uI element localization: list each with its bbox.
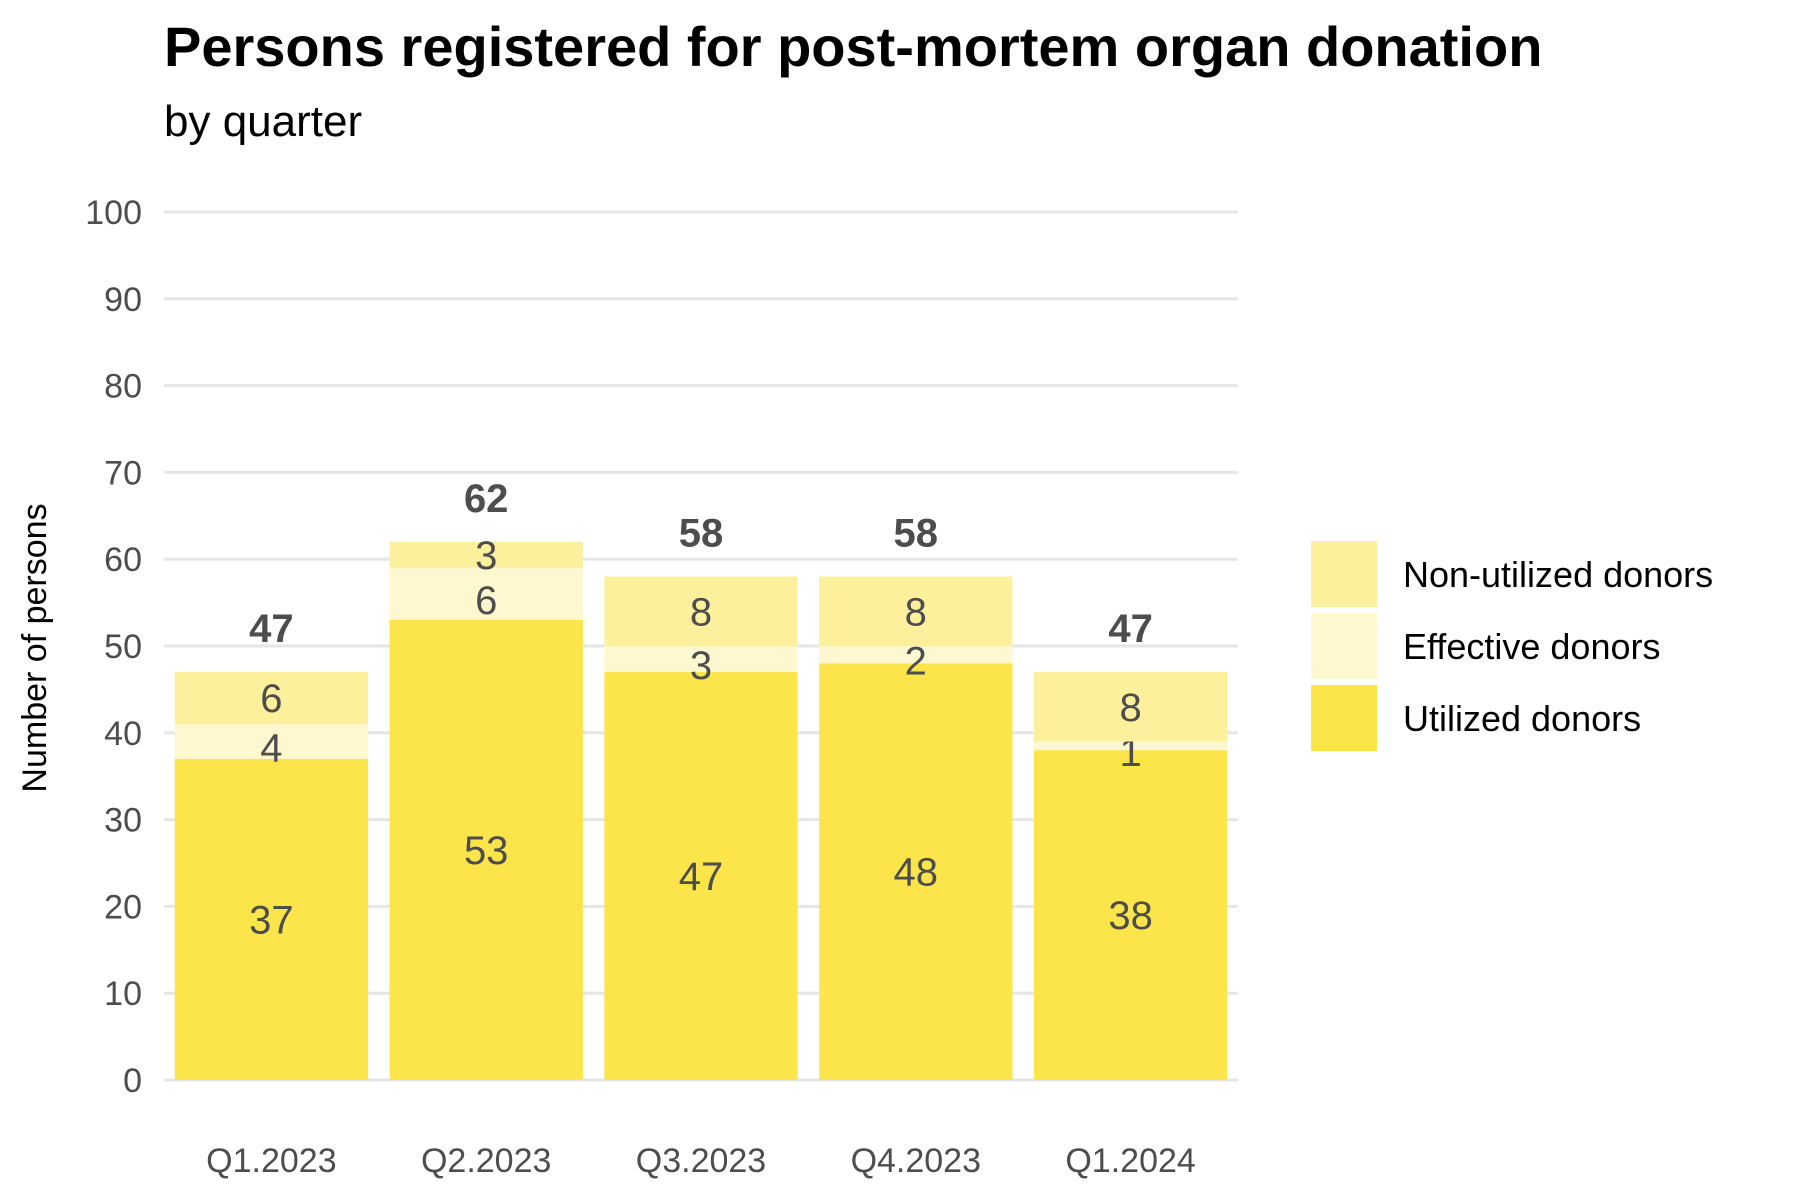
bar-effective-donors <box>389 567 583 620</box>
total-label: 58 <box>894 512 939 556</box>
data-label: 3 <box>690 644 712 688</box>
bar-non-utilized-donors <box>174 672 369 725</box>
bar-non-utilized-donors <box>819 576 1013 646</box>
bar-utilized-donors <box>389 619 583 1080</box>
bar-utilized-donors <box>604 672 798 1080</box>
data-label: 2 <box>905 640 927 684</box>
data-label: 6 <box>475 579 497 623</box>
data-label: 6 <box>260 677 282 721</box>
bar-effective-donors <box>604 646 798 673</box>
y-tick-label: 100 <box>85 194 142 232</box>
y-tick-label: 0 <box>123 1062 142 1100</box>
legend-label: Non-utilized donors <box>1403 554 1713 595</box>
y-tick-label: 40 <box>104 715 142 753</box>
x-tick-label: Q2.2023 <box>421 1142 551 1180</box>
legend-key <box>1311 541 1377 607</box>
data-label: 47 <box>679 855 724 899</box>
bar-effective-donors <box>819 646 1013 664</box>
legend-label: Effective donors <box>1403 626 1660 667</box>
chart-title: Persons registered for post-mortem organ… <box>164 15 1543 78</box>
total-label: 47 <box>249 607 294 651</box>
total-label: 62 <box>464 477 509 521</box>
data-label: 37 <box>249 898 294 942</box>
data-label: 4 <box>260 726 282 770</box>
data-label: 53 <box>464 829 509 873</box>
y-tick-label: 60 <box>104 541 142 579</box>
data-label: 8 <box>690 590 712 634</box>
y-tick-label: 20 <box>104 888 142 926</box>
y-tick-label: 10 <box>104 975 142 1013</box>
x-tick-label: Q1.2023 <box>206 1142 336 1180</box>
data-label: 1 <box>1119 731 1141 775</box>
bar-utilized-donors <box>174 758 369 1080</box>
y-tick-label: 30 <box>104 802 142 840</box>
data-label: 3 <box>475 534 497 578</box>
bar-effective-donors <box>174 724 369 759</box>
data-label: 8 <box>1119 686 1141 730</box>
bar-utilized-donors <box>1033 750 1228 1080</box>
chart-subtitle: by quarter <box>164 97 363 146</box>
bar-effective-donors <box>1033 741 1228 751</box>
x-tick-label: Q4.2023 <box>851 1142 981 1180</box>
y-tick-label: 80 <box>104 368 142 406</box>
legend-key <box>1311 685 1377 751</box>
x-tick-label: Q3.2023 <box>636 1142 766 1180</box>
bar-non-utilized-donors <box>1033 672 1228 742</box>
data-label: 38 <box>1108 894 1153 938</box>
y-tick-label: 70 <box>104 454 142 492</box>
data-label: 8 <box>905 590 927 634</box>
y-tick-label: 90 <box>104 281 142 319</box>
y-tick-label: 50 <box>104 628 142 666</box>
total-label: 47 <box>1108 607 1153 651</box>
y-axis-label: Number of persons <box>16 503 54 792</box>
bar-non-utilized-donors <box>389 541 583 568</box>
total-label: 58 <box>679 512 724 556</box>
bar-utilized-donors <box>819 663 1013 1080</box>
legend-label: Utilized donors <box>1403 698 1641 739</box>
data-label: 48 <box>894 851 939 895</box>
bar-non-utilized-donors <box>604 576 798 646</box>
legend-key <box>1311 613 1377 679</box>
x-tick-label: Q1.2024 <box>1065 1142 1195 1180</box>
